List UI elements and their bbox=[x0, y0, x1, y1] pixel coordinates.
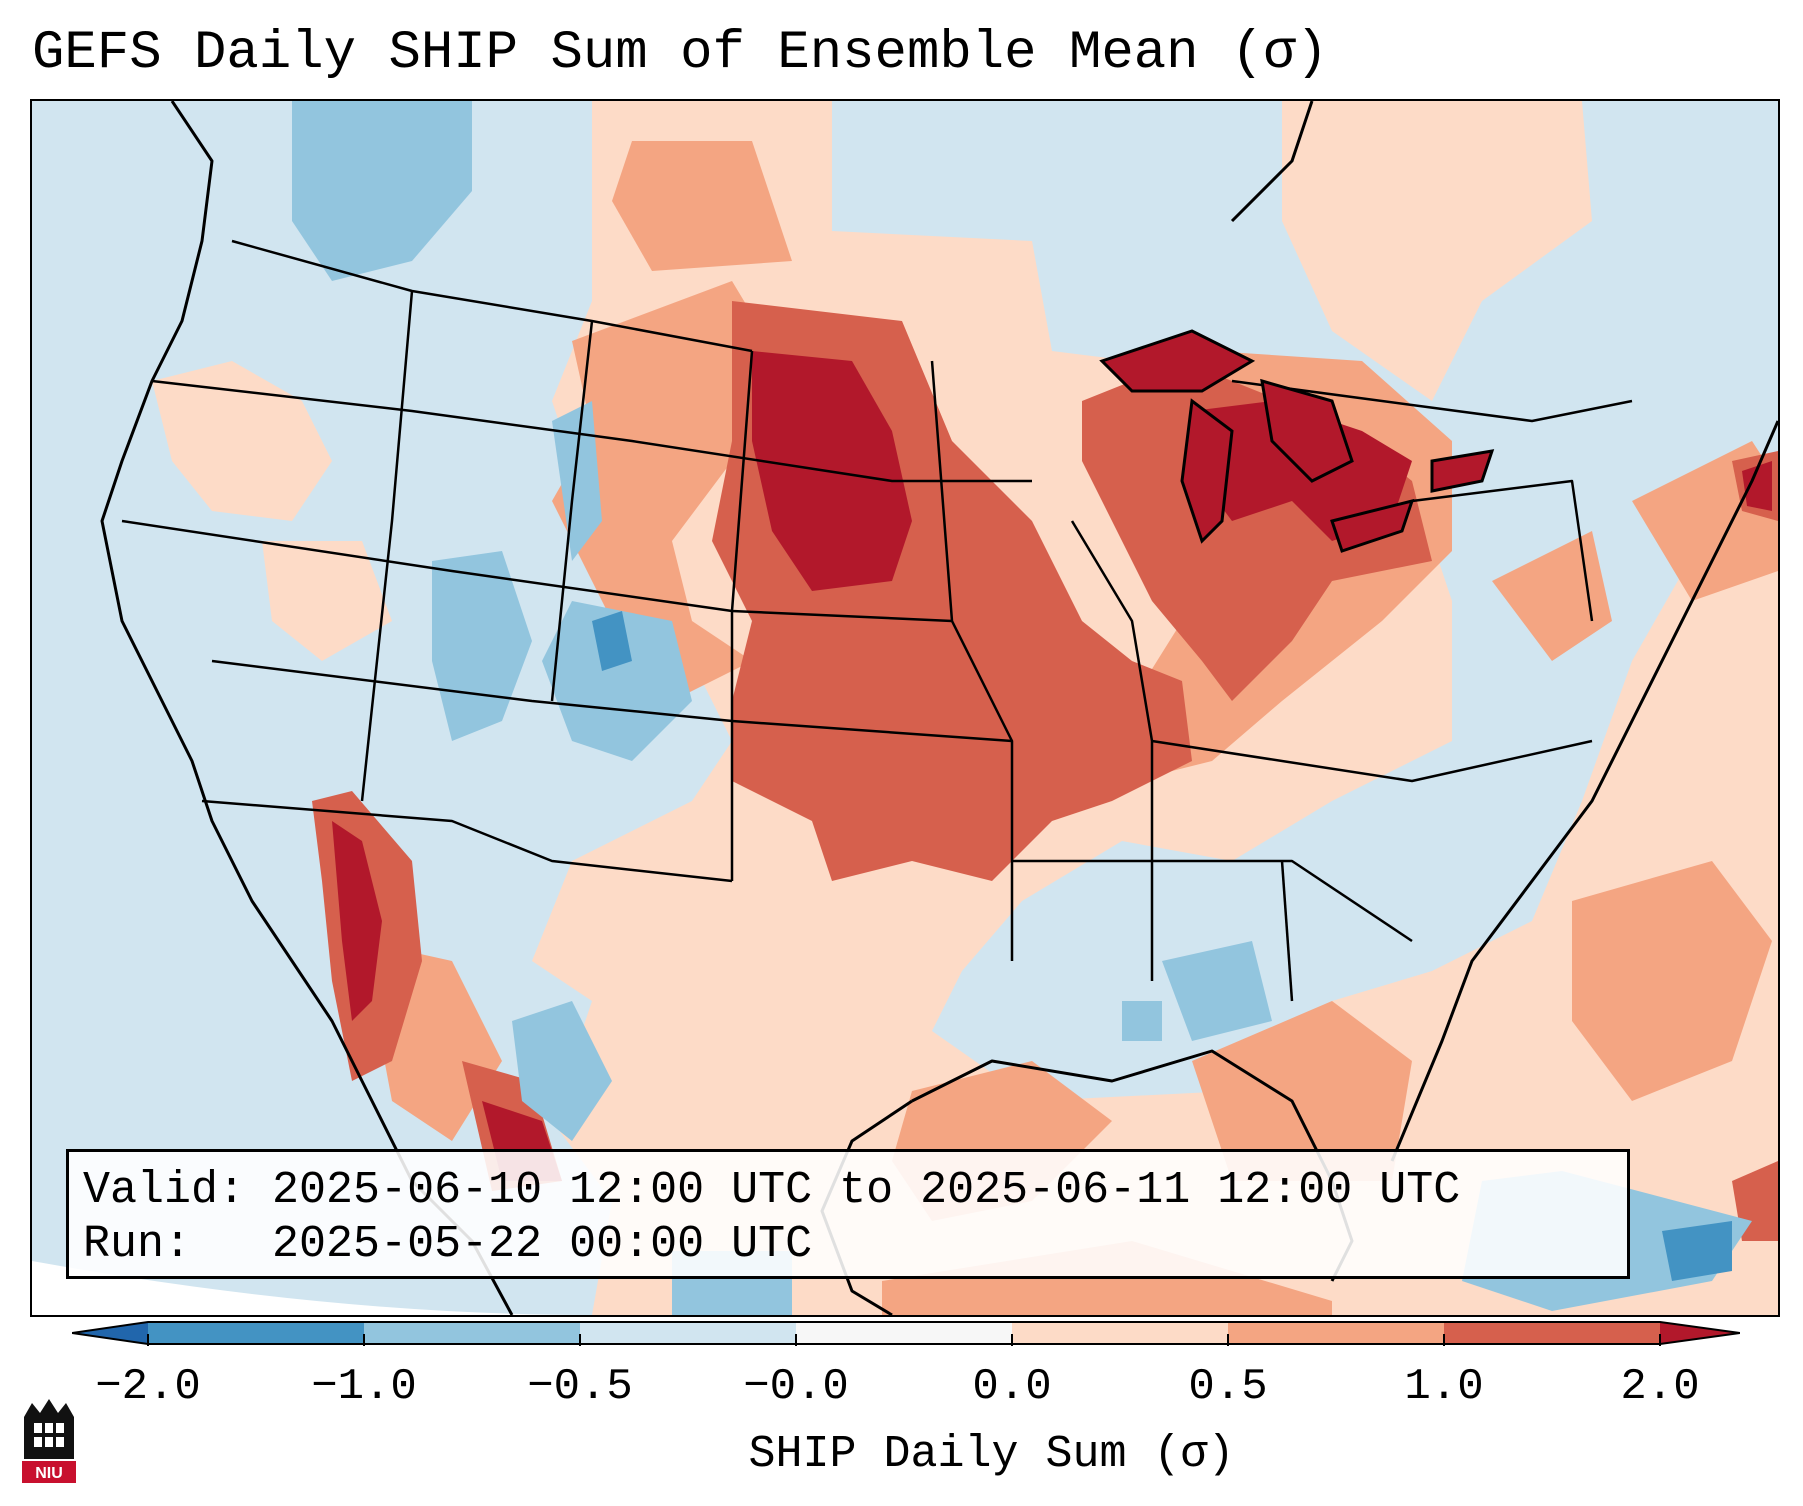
colorbar-bin-neg2-neg1 bbox=[148, 1322, 364, 1344]
tick-label: 0.0 bbox=[972, 1362, 1052, 1412]
tick-label: 2.0 bbox=[1620, 1362, 1700, 1412]
logo-text: NIU bbox=[35, 1465, 63, 1482]
tick-label: 1.0 bbox=[1404, 1362, 1484, 1412]
colorbar-under-arrow bbox=[72, 1322, 148, 1344]
colorbar-bin-0-05 bbox=[1012, 1322, 1228, 1344]
colorbar-ticks bbox=[147, 1334, 1661, 1346]
colorbar-bin-zero bbox=[796, 1322, 1012, 1344]
logo-windows bbox=[34, 1423, 64, 1447]
projection-edge-left bbox=[32, 1261, 592, 1315]
niu-logo: NIU bbox=[22, 1399, 76, 1483]
colorbar-label: SHIP Daily Sum (σ) bbox=[748, 1429, 1235, 1480]
colorbar-over-arrow bbox=[1660, 1322, 1740, 1344]
chart-title: GEFS Daily SHIP Sum of Ensemble Mean (σ) bbox=[32, 23, 1329, 84]
run-value: 2025-05-22 00:00 UTC bbox=[272, 1219, 813, 1270]
colorbar-label-row: SHIP Daily Sum (σ) bbox=[0, 1428, 1803, 1482]
anomaly-neg2-to-neg1 bbox=[592, 611, 1732, 1281]
colorbar-bin-neg05-0 bbox=[580, 1322, 796, 1344]
tick-label: −0.0 bbox=[743, 1362, 849, 1412]
colorbar-bin-neg1-neg05 bbox=[364, 1322, 580, 1344]
great-lakes bbox=[1099, 329, 1495, 553]
state-borders bbox=[121, 239, 1633, 1002]
map-panel bbox=[30, 99, 1780, 1317]
colorbar bbox=[72, 1321, 1740, 1346]
tick-label: −1.0 bbox=[311, 1362, 417, 1412]
colorbar-tick-labels: −2.0 −1.0 −0.5 −0.0 0.0 0.5 1.0 2.0 bbox=[0, 1362, 1803, 1412]
colorbar-bin-1-2 bbox=[1444, 1322, 1660, 1344]
tick-label: 0.5 bbox=[1188, 1362, 1268, 1412]
valid-value: 2025-06-10 12:00 UTC to 2025-06-11 12:00… bbox=[272, 1165, 1461, 1216]
tick-label: −0.5 bbox=[527, 1362, 633, 1412]
map-canvas bbox=[32, 101, 1778, 1315]
valid-label: Valid: bbox=[83, 1165, 246, 1216]
valid-run-info-box: Valid: 2025-06-10 12:00 UTC to 2025-06-1… bbox=[66, 1149, 1630, 1279]
colorbar-bin-05-1 bbox=[1228, 1322, 1444, 1344]
logo-banner bbox=[22, 1461, 76, 1483]
tick-label: −2.0 bbox=[95, 1362, 201, 1412]
run-label: Run: bbox=[83, 1219, 192, 1270]
